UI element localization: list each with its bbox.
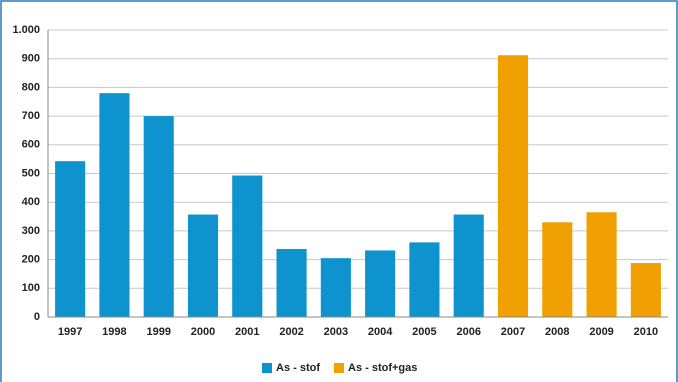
y-tick-label: 800 — [22, 81, 40, 93]
bar — [497, 55, 529, 317]
bar — [276, 248, 307, 317]
y-tick-label: 500 — [22, 167, 40, 179]
bar — [630, 263, 661, 317]
y-tick-label: 100 — [22, 282, 40, 294]
bar — [99, 93, 130, 317]
bar — [453, 214, 484, 317]
legend-label: As - stof+gas — [348, 362, 417, 374]
y-tick-label: 400 — [22, 196, 40, 208]
x-tick-label: 2001 — [235, 326, 259, 338]
legend-swatch — [334, 363, 344, 373]
bar — [232, 175, 263, 317]
y-tick-label: 300 — [22, 225, 40, 237]
bar — [143, 116, 174, 317]
y-tick-label: 900 — [22, 53, 40, 65]
x-tick-label: 2008 — [545, 326, 569, 338]
x-tick-label: 2006 — [456, 326, 480, 338]
bar — [365, 250, 396, 317]
y-tick-label: 700 — [22, 110, 40, 122]
y-tick-label: 0 — [34, 311, 40, 323]
x-tick-label: 2009 — [589, 326, 613, 338]
x-tick-label: 1998 — [102, 326, 126, 338]
x-tick-label: 2004 — [368, 326, 393, 338]
y-tick-label: 600 — [22, 139, 40, 151]
x-tick-label: 2003 — [324, 326, 348, 338]
y-tick-label: 1.000 — [12, 24, 40, 36]
bar — [55, 161, 86, 317]
x-tick-label: 2005 — [412, 326, 436, 338]
legend-label: As - stof — [276, 362, 320, 374]
x-tick-label: 1997 — [58, 326, 82, 338]
y-tick-label: 200 — [22, 254, 40, 266]
x-tick-label: 2000 — [191, 326, 215, 338]
legend-swatch — [262, 363, 272, 373]
bar — [542, 222, 573, 317]
x-tick-label: 2007 — [501, 326, 525, 338]
x-tick-label: 1999 — [146, 326, 170, 338]
x-tick-label: 2010 — [634, 326, 658, 338]
bar — [320, 258, 351, 317]
bar — [187, 214, 219, 317]
x-tick-label: 2002 — [279, 326, 303, 338]
bar — [409, 242, 440, 317]
bar — [586, 212, 617, 317]
